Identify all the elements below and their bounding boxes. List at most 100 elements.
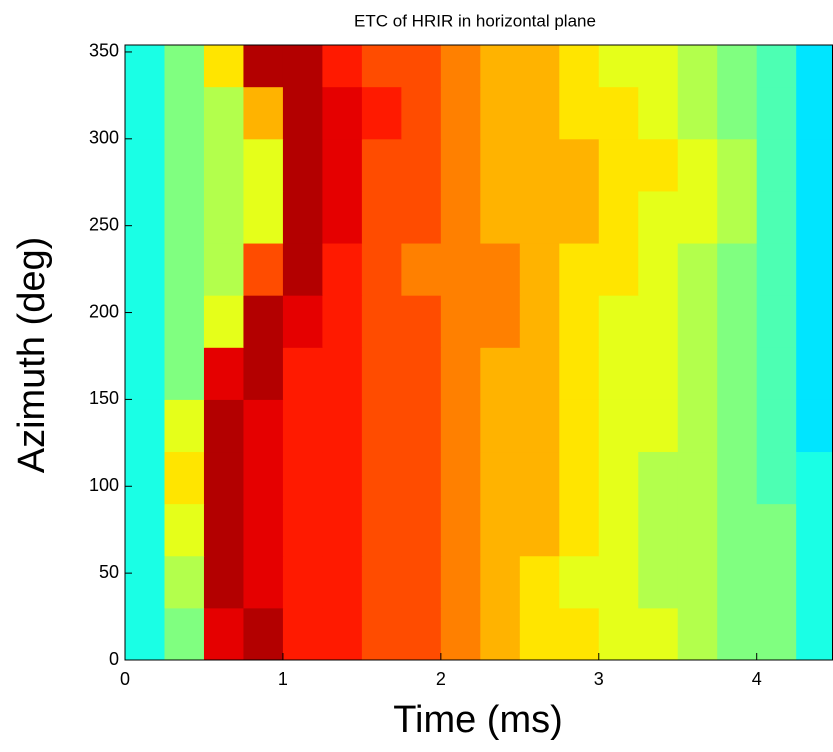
heatmap-cell <box>638 503 679 557</box>
heatmap-cell <box>401 451 442 505</box>
heatmap-cell <box>519 86 560 140</box>
heatmap-cell <box>282 503 323 557</box>
heatmap-cell <box>322 243 363 296</box>
heatmap-cell <box>756 555 797 609</box>
heatmap-cell <box>598 607 639 661</box>
heatmap-cell <box>480 347 521 400</box>
heatmap-cell <box>519 399 560 453</box>
heatmap-cell <box>243 243 284 296</box>
heatmap-cell <box>677 86 718 140</box>
heatmap-cell <box>243 138 284 192</box>
heatmap-cell <box>203 451 244 505</box>
heatmap-cell <box>717 190 758 244</box>
heatmap-cell <box>519 607 560 661</box>
heatmap-cell <box>677 347 718 400</box>
heatmap-cell <box>559 138 600 192</box>
heatmap-cell <box>796 399 833 453</box>
heatmap-cell <box>401 243 442 296</box>
heatmap-cell <box>243 503 284 557</box>
heatmap-cell <box>361 607 402 661</box>
heatmap-cell <box>480 295 521 348</box>
heatmap-cell <box>125 399 165 453</box>
heatmap-cell <box>401 555 442 609</box>
heatmap-cell <box>361 503 402 557</box>
heatmap-cell <box>243 45 284 88</box>
heatmap-cell <box>638 45 679 88</box>
heatmap-cell <box>125 451 165 505</box>
heatmap-cell <box>796 295 833 348</box>
heatmap-cell <box>125 45 165 88</box>
heatmap-cell <box>598 451 639 505</box>
heatmap-cell <box>796 347 833 400</box>
heatmap-cell <box>756 347 797 400</box>
heatmap-cell <box>638 347 679 400</box>
x-axis-label: Time (ms) <box>393 699 563 741</box>
heatmap-cell <box>796 243 833 296</box>
heatmap-cell <box>638 555 679 609</box>
heatmap-cell <box>125 503 165 557</box>
heatmap-cell <box>322 138 363 192</box>
heatmap-cell <box>361 86 402 140</box>
heatmap-cell <box>638 243 679 296</box>
heatmap-cell <box>282 607 323 661</box>
heatmap-cell <box>203 347 244 400</box>
heatmap-cell <box>361 243 402 296</box>
heatmap-cell <box>440 347 481 400</box>
heatmap-cell <box>125 86 165 140</box>
heatmap-cell <box>796 451 833 505</box>
heatmap-cell <box>243 190 284 244</box>
heatmap-cell <box>598 190 639 244</box>
heatmap-cell <box>559 555 600 609</box>
heatmap-cell <box>480 45 521 88</box>
heatmap-cell <box>203 295 244 348</box>
heatmap-cell <box>282 451 323 505</box>
heatmap-cell <box>717 451 758 505</box>
heatmap-cell <box>361 451 402 505</box>
heatmap-cell <box>125 190 165 244</box>
heatmap-cell <box>559 45 600 88</box>
heatmap-cell <box>598 347 639 400</box>
heatmap-cell <box>203 243 244 296</box>
y-axis-label: Azimuth (deg) <box>11 237 53 474</box>
x-tick-label: 3 <box>594 669 604 689</box>
heatmap-cell <box>440 451 481 505</box>
heatmap-cells <box>125 45 833 661</box>
heatmap-cell <box>796 607 833 661</box>
heatmap-cell <box>322 295 363 348</box>
heatmap-cell <box>796 190 833 244</box>
heatmap-cell <box>756 243 797 296</box>
heatmap-cell <box>440 86 481 140</box>
heatmap-cell <box>401 190 442 244</box>
x-tick-label: 0 <box>120 669 130 689</box>
heatmap-cell <box>282 399 323 453</box>
heatmap-cell <box>717 86 758 140</box>
heatmap-cell <box>796 503 833 557</box>
heatmap-cell <box>282 86 323 140</box>
heatmap-cell <box>559 86 600 140</box>
heatmap-cell <box>598 295 639 348</box>
heatmap-cell <box>559 607 600 661</box>
heatmap-cell <box>480 503 521 557</box>
heatmap-cell <box>559 451 600 505</box>
heatmap-cell <box>440 190 481 244</box>
heatmap-cell <box>519 503 560 557</box>
heatmap-cell <box>638 86 679 140</box>
y-tick-label: 50 <box>99 562 119 582</box>
heatmap-cell <box>322 399 363 453</box>
heatmap-cell <box>677 45 718 88</box>
heatmap-cell <box>677 503 718 557</box>
heatmap-cell <box>243 555 284 609</box>
y-tick-label: 250 <box>89 214 119 234</box>
heatmap-cell <box>164 399 205 453</box>
heatmap-cell <box>203 399 244 453</box>
heatmap-cell <box>519 45 560 88</box>
heatmap-cell <box>203 86 244 140</box>
heatmap-cell <box>401 295 442 348</box>
heatmap-cell <box>401 347 442 400</box>
heatmap-cell <box>519 138 560 192</box>
heatmap-cell <box>756 607 797 661</box>
heatmap-cell <box>322 607 363 661</box>
heatmap-cell <box>401 86 442 140</box>
heatmap-cell <box>717 555 758 609</box>
